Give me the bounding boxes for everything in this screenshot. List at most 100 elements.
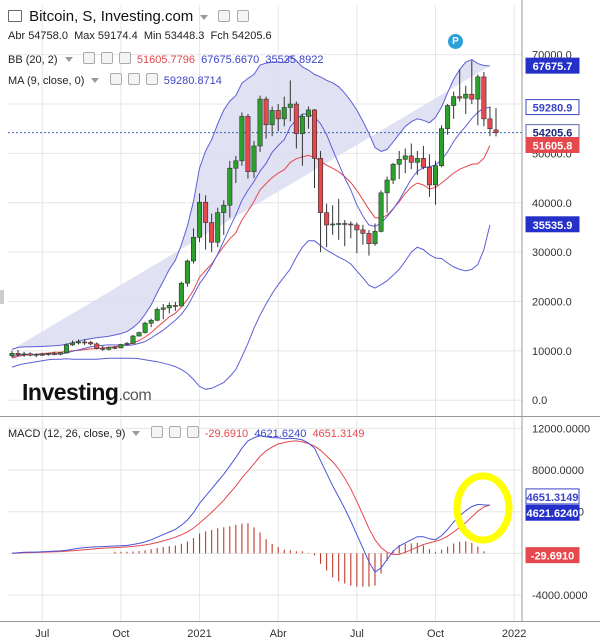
candle-body xyxy=(39,353,45,356)
macd-hist-badge-box xyxy=(525,547,580,564)
candle-body xyxy=(227,167,233,206)
candle-body xyxy=(293,103,299,134)
watermark-brand: Investing xyxy=(22,379,119,405)
candle-body xyxy=(324,212,330,226)
settings-icon[interactable] xyxy=(82,52,95,64)
candle-body xyxy=(330,223,336,226)
candle-body xyxy=(439,128,445,167)
candle-body xyxy=(269,110,275,126)
settings-icon[interactable] xyxy=(218,10,231,22)
ma-legend: MA (9, close, 0) 59280.8714 xyxy=(8,73,222,87)
candle-body xyxy=(221,204,227,213)
candle-body xyxy=(148,319,154,324)
price-badge-box xyxy=(525,99,580,116)
candle-body xyxy=(426,166,432,186)
bb-legend: BB (20, 2) 51605.7796 67675.6670 35535.8… xyxy=(8,52,324,66)
candle-body xyxy=(487,118,493,130)
candle-body xyxy=(51,353,57,355)
candle-body xyxy=(311,109,317,159)
candle-body xyxy=(481,76,487,120)
candle-body xyxy=(378,192,384,232)
price-tick-label: 20000.0 xyxy=(532,296,572,308)
close-icon[interactable] xyxy=(118,52,131,64)
candle-body xyxy=(245,116,251,172)
price-badge-box xyxy=(525,136,580,153)
p-badge-label: P xyxy=(452,36,459,47)
symbol-title[interactable]: Bitcoin, S, Investing.com xyxy=(29,8,194,25)
time-tick-label: Jul xyxy=(350,628,364,640)
candle-body xyxy=(263,98,269,126)
candle-body xyxy=(233,160,239,169)
bollinger-band-fill xyxy=(12,56,490,350)
candle-body xyxy=(239,116,245,162)
macd-signal-badge: 4651.3149 xyxy=(527,492,579,504)
candle-body xyxy=(348,223,354,226)
candle-body xyxy=(88,342,94,345)
price-badge-box xyxy=(525,216,580,233)
candle-body xyxy=(342,223,348,225)
chart-type-icon[interactable] xyxy=(8,10,22,22)
candle-body xyxy=(154,309,160,321)
candle-body xyxy=(402,155,408,160)
ma-label[interactable]: MA (9, close, 0) xyxy=(8,75,85,87)
candle-body xyxy=(124,343,130,345)
close-icon[interactable] xyxy=(236,10,249,22)
candle-body xyxy=(445,105,451,130)
time-tick-label: Jul xyxy=(35,628,49,640)
chevron-down-icon[interactable] xyxy=(91,78,100,83)
macd-tick-label: -4000.0000 xyxy=(532,590,588,602)
price-tick-label: 40000.0 xyxy=(532,198,572,210)
bb-upper-line xyxy=(11,55,490,350)
candle-body xyxy=(57,352,63,355)
candle-body xyxy=(63,344,69,354)
macd-tick-label: 8000.0000 xyxy=(532,465,584,477)
eye-icon[interactable] xyxy=(100,52,113,64)
close-icon[interactable] xyxy=(186,426,199,438)
close-label: Fch xyxy=(210,30,229,42)
ohlc-legend: Abr 54758.0 Max 59174.4 Min 53448.3 Fch … xyxy=(8,30,272,42)
chevron-down-icon[interactable] xyxy=(200,15,209,20)
candle-body xyxy=(281,107,287,120)
settings-icon[interactable] xyxy=(150,426,163,438)
candle-body xyxy=(9,353,15,357)
p-badge[interactable]: P xyxy=(448,34,463,49)
candle-body xyxy=(27,353,33,356)
bb-label[interactable]: BB (20, 2) xyxy=(8,54,58,66)
candle-body xyxy=(160,307,166,310)
candle-body xyxy=(76,341,82,344)
time-tick-label: Oct xyxy=(427,628,444,640)
header-legend: Bitcoin, S, Investing.com xyxy=(8,8,249,25)
candle-body xyxy=(197,201,203,238)
candle-body xyxy=(372,231,378,245)
candle-body xyxy=(287,103,293,108)
ma-value: 59280.8714 xyxy=(163,75,222,87)
left-scroll-handle[interactable] xyxy=(0,290,4,304)
close-icon[interactable] xyxy=(145,73,158,85)
open-label: Abr xyxy=(8,30,26,42)
macd-legend: MACD (12, 26, close, 9) -29.6910 4621.62… xyxy=(8,426,364,440)
investing-watermark: Investing.com xyxy=(22,379,152,406)
candle-body xyxy=(463,93,469,99)
candle-body xyxy=(33,353,39,356)
candle-body xyxy=(203,201,209,223)
eye-icon[interactable] xyxy=(127,73,140,85)
macd-tick-label: 12000.0000 xyxy=(532,423,590,435)
candle-body xyxy=(360,229,366,234)
settings-icon[interactable] xyxy=(109,73,122,85)
candle-body xyxy=(493,129,499,133)
price-tick-label: 0.0 xyxy=(532,395,547,407)
eye-icon[interactable] xyxy=(168,426,181,438)
chevron-down-icon[interactable] xyxy=(132,431,141,436)
candle-body xyxy=(354,224,360,231)
macd-signal-value: 4651.3149 xyxy=(312,428,365,440)
bb-mid-line xyxy=(11,145,491,359)
macd-label[interactable]: MACD (12, 26, close, 9) xyxy=(8,428,126,440)
macd-line-badge: 4621.6240 xyxy=(527,508,579,520)
candle-body xyxy=(21,353,27,356)
chevron-down-icon[interactable] xyxy=(64,57,73,62)
open-value: 54758.0 xyxy=(28,30,68,42)
candle-body xyxy=(414,158,420,163)
time-tick-label: 2021 xyxy=(187,628,211,640)
